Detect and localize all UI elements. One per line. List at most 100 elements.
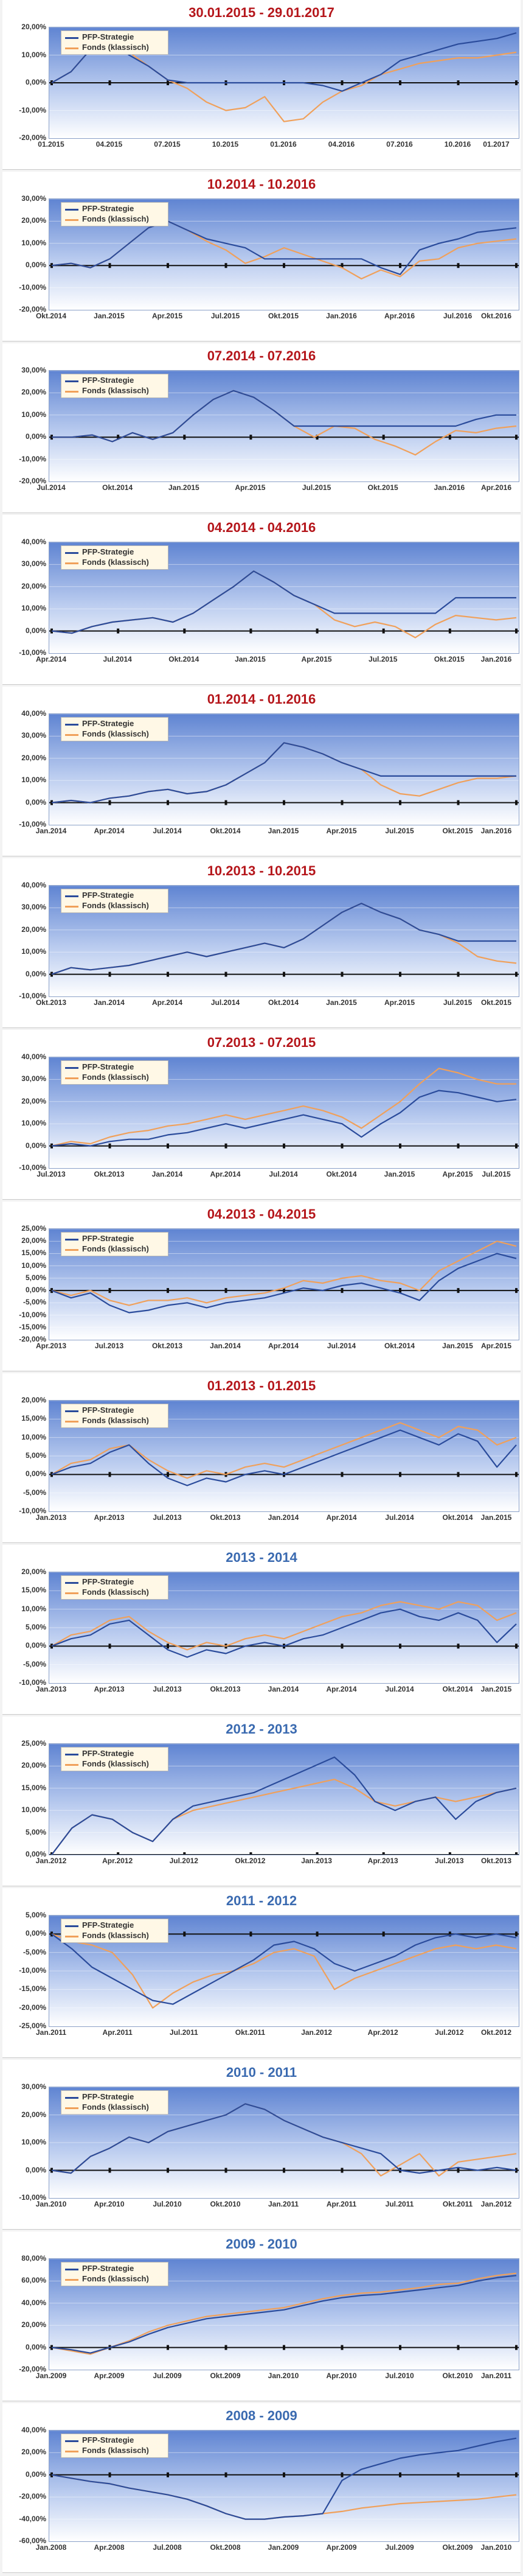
x-tick-label: Okt.2013 [210,1685,241,1693]
chart-legend: PFP-Strategie Fonds (klassisch) [61,2262,168,2286]
x-tick-label: Okt.2015 [442,827,473,835]
y-tick-label: 40,00% [21,709,46,718]
legend-label-fund: Fonds (klassisch) [82,1416,149,1425]
chart-legend: PFP-Strategie Fonds (klassisch) [61,1747,168,1771]
chart-legend: PFP-Strategie Fonds (klassisch) [61,2090,168,2115]
x-tick-mark [50,1852,53,1855]
legend-label-fund: Fonds (klassisch) [82,2446,149,2455]
series-line-strategy [51,1090,517,1147]
y-tick-label: 80,00% [21,2254,46,2263]
x-tick-mark [224,800,227,805]
legend-swatch-strategy [65,2269,78,2270]
x-tick-label: Jul.2014 [36,483,66,492]
legend-swatch-fund [65,47,78,49]
legend-label-fund: Fonds (klassisch) [82,43,149,52]
x-tick-label: Jan.2014 [94,998,125,1007]
y-tick-label: -20,00% [19,2365,46,2373]
x-tick-label: Apr.2010 [94,2200,125,2208]
x-tick-label: 01.2017 [483,140,510,149]
chart-panel: 2013 - 2014 PFP-Strategie Fonds (klassisch… [2,1545,521,1715]
legend-label-strategy: PFP-Strategie [82,891,134,900]
x-tick-mark [183,1852,186,1855]
plot-area [49,542,519,654]
x-tick-label: Okt.2008 [210,2543,241,2552]
x-tick-label: Jul.2008 [153,2543,182,2552]
x-tick-mark [341,1472,344,1477]
y-tick-label: 10,00% [21,947,46,956]
legend-swatch-fund [65,2451,78,2452]
y-tick-label: -20,00% [19,2003,46,2012]
x-tick-label: Jul.2013 [153,1513,182,1522]
x-tick-label: Jul.2011 [385,2200,414,2208]
x-tick-label: Apr.2015 [151,312,183,320]
x-tick-mark [108,2472,111,2477]
chart-title: 2009 - 2010 [226,2236,297,2252]
x-tick-label: Apr.2014 [326,1513,357,1522]
y-tick-label: 0,00% [25,969,46,978]
series-line-strategy [51,1933,517,2005]
x-tick-mark [448,435,451,440]
x-tick-mark [399,2345,401,2350]
y-tick-label: 0,00% [25,1469,46,1479]
x-tick-mark [316,1931,319,1937]
y-tick-label: 30,00% [21,366,46,374]
y-tick-label: 60,00% [21,2276,46,2285]
chart-legend: PFP-Strategie Fonds (klassisch) [61,1232,168,1256]
x-tick-mark [117,628,120,634]
x-tick-mark [382,435,385,440]
x-tick-mark [341,1288,344,1293]
x-tick-mark [457,1288,460,1293]
chart-canvas [49,1401,519,1511]
chart-panel: 04.2014 - 04.2016 PFP-Strategie Fonds (kla… [2,515,521,685]
x-tick-mark [108,1288,111,1293]
y-tick-label: -40,00% [19,2514,46,2523]
x-tick-mark [167,2472,169,2477]
legend-swatch-fund [65,1421,78,1423]
y-tick-label: -10,00% [19,1678,46,1687]
x-tick-label: Jan.2011 [480,2371,512,2380]
legend-swatch-fund [65,2107,78,2109]
chart-legend: PFP-Strategie Fonds (klassisch) [61,1575,168,1600]
x-tick-label: Jan.2012 [35,1857,67,1865]
legend-swatch-strategy [65,209,78,211]
chart-legend: PFP-Strategie Fonds (klassisch) [61,374,168,398]
x-tick-mark [515,263,518,268]
y-tick-label: 30,00% [21,2082,46,2091]
x-tick-mark [399,263,401,268]
chart-canvas [49,714,519,825]
x-tick-mark [283,2345,285,2350]
x-tick-label: Jul.2014 [385,1513,414,1522]
x-tick-label: Jul.2014 [327,1342,356,1350]
legend-label-strategy: PFP-Strategie [82,2264,134,2273]
legend-label-fund: Fonds (klassisch) [82,901,149,910]
y-tick-label: -10,00% [19,1966,46,1975]
x-tick-mark [249,1931,252,1937]
x-tick-mark [167,80,169,85]
y-tick-label: -20,00% [19,477,46,485]
x-tick-mark [399,1288,401,1293]
x-tick-label: Jul.2010 [385,2371,414,2380]
series-line-fund [51,1422,517,1479]
chart-legend: PFP-Strategie Fonds (klassisch) [61,30,168,55]
y-tick-label: -10,00% [19,1310,46,1319]
x-tick-mark [515,2472,518,2477]
x-tick-mark [399,2472,401,2477]
y-tick-label: 30,00% [21,194,46,203]
chart-title: 2011 - 2012 [226,1893,297,1908]
x-tick-mark [108,2168,111,2173]
x-tick-mark [117,435,120,440]
plot-area [49,1400,519,1512]
legend-swatch-fund [65,219,78,221]
x-tick-label: Jul.2011 [169,2028,198,2037]
series-line-fund [51,742,517,803]
legend-swatch-fund [65,391,78,393]
x-tick-mark [224,1143,227,1149]
x-tick-mark [341,263,344,268]
y-tick-label: 40,00% [21,1052,46,1061]
chart-title: 07.2013 - 07.2015 [207,1035,316,1050]
series-line-strategy [51,1253,517,1314]
legend-swatch-fund [65,2279,78,2281]
y-tick-label: -10,00% [19,820,46,828]
legend-swatch-fund [65,1936,78,1937]
x-tick-mark [183,628,186,634]
